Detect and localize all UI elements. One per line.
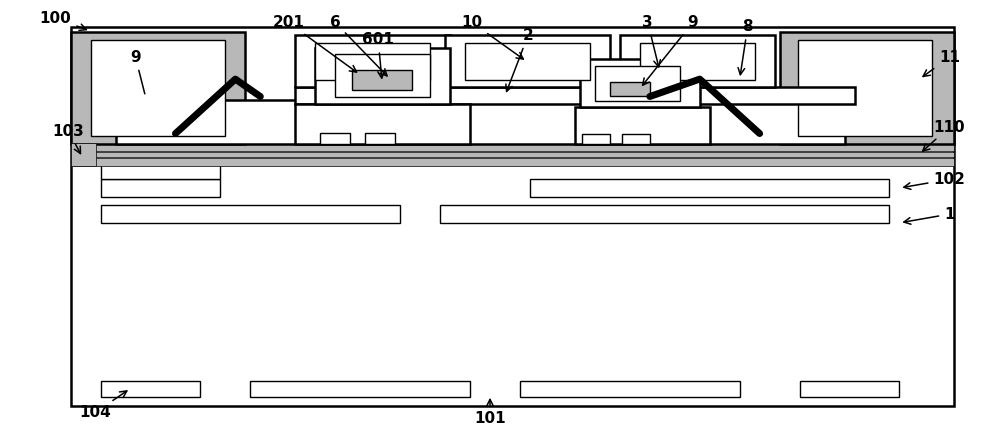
Bar — [798, 40, 932, 136]
Text: 110: 110 — [923, 120, 965, 151]
Text: 10: 10 — [461, 15, 523, 59]
Bar — [465, 43, 590, 80]
Bar — [315, 48, 450, 104]
Bar — [71, 152, 954, 156]
Bar — [780, 32, 954, 144]
Bar — [320, 133, 350, 144]
Bar — [580, 59, 700, 107]
Bar — [335, 54, 430, 97]
Text: 9: 9 — [130, 50, 145, 94]
Bar — [315, 43, 430, 80]
Bar — [520, 381, 740, 397]
Bar — [575, 107, 710, 144]
Text: 103: 103 — [53, 124, 84, 153]
Text: 100: 100 — [40, 10, 86, 31]
Bar — [582, 134, 610, 144]
Text: 11: 11 — [923, 50, 960, 76]
Text: 104: 104 — [80, 391, 127, 420]
Bar — [71, 158, 954, 166]
Text: 102: 102 — [904, 172, 965, 189]
Text: 601: 601 — [362, 32, 394, 78]
Text: 9: 9 — [643, 15, 698, 85]
Bar — [295, 35, 450, 87]
Bar — [620, 35, 775, 87]
Text: 1: 1 — [904, 207, 955, 224]
Bar — [101, 381, 200, 397]
Bar — [101, 162, 220, 179]
Text: 101: 101 — [474, 399, 506, 427]
Bar — [610, 82, 650, 96]
Bar — [295, 87, 855, 104]
Text: 8: 8 — [738, 19, 753, 75]
Bar — [530, 179, 889, 197]
Bar — [352, 70, 412, 90]
Text: 2: 2 — [506, 28, 533, 91]
Bar — [595, 66, 680, 101]
Text: 6: 6 — [330, 15, 387, 76]
Bar — [800, 381, 899, 397]
Bar — [101, 179, 220, 197]
Bar — [91, 40, 225, 136]
Bar — [116, 100, 845, 144]
Bar — [295, 104, 470, 144]
Bar — [71, 143, 96, 166]
Bar — [622, 134, 650, 144]
Bar — [365, 133, 395, 144]
Bar — [71, 32, 245, 144]
Bar — [71, 143, 954, 151]
Bar — [250, 381, 470, 397]
Bar — [440, 205, 889, 223]
Bar — [101, 205, 400, 223]
Bar — [71, 27, 954, 406]
Bar — [445, 35, 610, 87]
Bar — [640, 43, 755, 80]
Text: 201: 201 — [272, 15, 357, 72]
Text: 3: 3 — [642, 15, 660, 67]
